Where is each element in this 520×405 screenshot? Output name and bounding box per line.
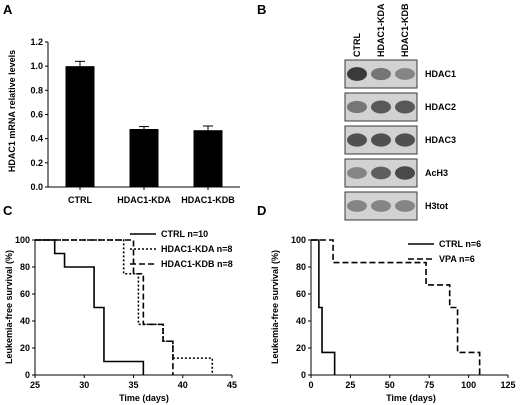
panel-c-xlabel: Time (days)	[119, 393, 169, 403]
panel-b-band	[395, 200, 415, 212]
panel-b-lane-label: HDAC1-KDA	[376, 3, 386, 57]
panel-b-band	[395, 68, 415, 80]
panel-d-xlabel: Time (days)	[386, 393, 436, 403]
panel-c-ytick-label: 80	[20, 262, 30, 272]
panel-c-series-line	[35, 239, 145, 375]
panel-d-xtick-label: 125	[500, 380, 515, 390]
panel-c-legend-label: HDAC1-KDA n=8	[161, 244, 232, 254]
panel-d-xtick-label: 75	[424, 380, 434, 390]
panel-a-bar-chart: HDAC1 mRNA relative levels 0.0 0.2 0.4 0.6 0…	[7, 37, 240, 205]
panel-letter-b: B	[257, 2, 266, 17]
panel-b-row-label: HDAC1	[425, 69, 456, 79]
panel-c-ylabel: Leukemia-free survival (%)	[4, 250, 14, 364]
panel-c-xtick-label: 40	[178, 380, 188, 390]
panel-d-ytick-label: 0	[301, 370, 306, 380]
panel-b-band	[347, 200, 367, 212]
panel-c-xtick-label: 45	[227, 380, 237, 390]
panel-b-band	[347, 167, 367, 179]
panel-d-xtick-label: 50	[385, 380, 395, 390]
panel-letter-d: D	[257, 203, 266, 218]
panel-d-xtick-label: 25	[345, 380, 355, 390]
panel-d-ylabel: Leukemia-free survival (%)	[270, 250, 280, 364]
panel-a-category-label: HDAC1-KDB	[181, 195, 235, 205]
panel-b-band	[395, 133, 415, 147]
panel-a-ytick-label: 0.2	[30, 158, 43, 168]
panel-d-ytick-label: 20	[296, 343, 306, 353]
panel-a-bar	[193, 130, 223, 187]
panel-b-lane-label: HDAC1-KDB	[400, 3, 410, 57]
panel-d-survival-chart: Leukemia-free survival (%) Time (days) 0…	[270, 235, 516, 403]
panel-a-ytick-label: 0.0	[30, 182, 43, 192]
panel-b-row-label: HDAC2	[425, 102, 456, 112]
panel-b-band	[347, 100, 367, 114]
panel-b-row-label: HDAC3	[425, 135, 456, 145]
panel-b-band	[347, 133, 367, 147]
panel-a-ytick-label: 0.8	[30, 85, 43, 95]
panel-c-series-line	[35, 239, 174, 375]
panel-a-bar	[129, 129, 159, 187]
panel-d-ytick-label: 80	[296, 262, 306, 272]
panel-c-survival-chart: Leukemia-free survival (%) Time (days) 0…	[4, 229, 237, 403]
panel-b-western-blot: CTRL HDAC1-KDA HDAC1-KDB HDAC1 HDAC2 HDAC3 AcH…	[344, 3, 456, 221]
panel-a-bar	[65, 66, 95, 187]
panel-d-legend-label: CTRL n=6	[439, 239, 481, 249]
panel-a-category-label: HDAC1-KDA	[117, 195, 171, 205]
panel-letter-c: C	[3, 203, 13, 218]
panel-c-ytick-label: 100	[15, 235, 30, 245]
panel-d-ytick-label: 40	[296, 316, 306, 326]
panel-b-row-label: H3tot	[425, 201, 448, 211]
panel-d-ytick-label: 60	[296, 289, 306, 299]
panel-b-band	[371, 133, 391, 147]
panel-c-legend-label: CTRL n=10	[161, 229, 208, 239]
panel-a-ylabel: HDAC1 mRNA relative levels	[7, 50, 17, 172]
panel-b-lane-label: CTRL	[352, 33, 362, 57]
panel-c-xtick-label: 30	[79, 380, 89, 390]
panel-b-band	[395, 100, 415, 114]
panel-a-ytick-label: 0.4	[30, 134, 43, 144]
panel-b-band	[371, 67, 391, 81]
panel-c-xtick-label: 35	[128, 380, 138, 390]
panel-a-ytick-label: 1.2	[30, 37, 43, 47]
panel-d-xtick-label: 0	[308, 380, 313, 390]
panel-a-category-label: CTRL	[68, 195, 92, 205]
panel-b-row-label: AcH3	[425, 168, 448, 178]
panel-d-series-line	[311, 239, 336, 375]
panel-c-ytick-label: 60	[20, 289, 30, 299]
panel-c-ytick-label: 20	[20, 343, 30, 353]
panel-c-xtick-label: 25	[30, 380, 40, 390]
panel-d-ytick-label: 100	[291, 235, 306, 245]
panel-b-band	[371, 166, 391, 180]
panel-letter-a: A	[3, 2, 13, 17]
panel-b-band	[371, 100, 391, 114]
panel-c-ytick-label: 0	[25, 370, 30, 380]
panel-b-band	[371, 200, 391, 212]
panel-d-series-line	[311, 239, 481, 375]
panel-d-legend-label: VPA n=6	[439, 254, 475, 264]
panel-a-ytick-label: 0.6	[30, 110, 43, 120]
panel-b-band	[395, 166, 415, 180]
panel-a-ytick-label: 1.0	[30, 61, 43, 71]
panel-c-legend-label: HDAC1-KDB n=8	[161, 259, 233, 269]
panel-d-xtick-label: 100	[461, 380, 476, 390]
panel-c-ytick-label: 40	[20, 316, 30, 326]
panel-b-band	[347, 67, 367, 81]
